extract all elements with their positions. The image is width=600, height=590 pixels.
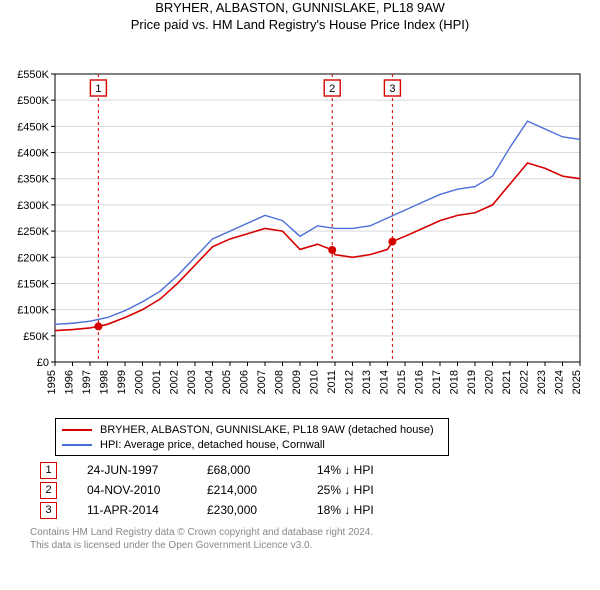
svg-text:2012: 2012 — [344, 370, 356, 394]
sales-table: 1 24-JUN-1997£68,00014% ↓ HPI 2 04-NOV-2010… — [40, 460, 600, 520]
svg-text:£100K: £100K — [17, 305, 49, 317]
svg-text:£0: £0 — [37, 357, 49, 369]
sale-pct: 14% ↓ HPI — [317, 463, 427, 477]
svg-text:2007: 2007 — [256, 370, 268, 394]
svg-text:2023: 2023 — [536, 370, 548, 394]
legend-swatch — [62, 429, 92, 431]
footer-line-2: This data is licensed under the Open Gov… — [30, 539, 600, 552]
price-chart: £0 £50K £100K £150K £200K £250K £300K £350K £400… — [0, 32, 600, 412]
sale-row: 2 04-NOV-2010£214,00025% ↓ HPI — [40, 480, 600, 500]
svg-text:1995: 1995 — [46, 370, 58, 394]
chart-subtitle: Price paid vs. HM Land Registry's House … — [0, 17, 600, 32]
sale-pct: 25% ↓ HPI — [317, 483, 427, 497]
sale-price: £230,000 — [207, 503, 317, 517]
svg-text:2003: 2003 — [186, 370, 198, 394]
marker-number: 3 — [389, 83, 395, 95]
svg-text:2001: 2001 — [151, 370, 163, 394]
svg-text:1997: 1997 — [81, 370, 93, 394]
svg-text:2015: 2015 — [396, 370, 408, 394]
legend-label: BRYHER, ALBASTON, GUNNISLAKE, PL18 9AW (… — [100, 424, 434, 436]
svg-text:2004: 2004 — [204, 370, 216, 394]
svg-text:2016: 2016 — [414, 370, 426, 394]
svg-text:1996: 1996 — [64, 370, 76, 394]
svg-text:2017: 2017 — [431, 370, 443, 394]
svg-text:£500K: £500K — [17, 95, 49, 107]
svg-text:£300K: £300K — [17, 200, 49, 212]
svg-text:£400K: £400K — [17, 148, 49, 160]
sale-date: 04-NOV-2010 — [87, 483, 207, 497]
svg-text:£150K: £150K — [17, 278, 49, 290]
svg-text:2005: 2005 — [221, 370, 233, 394]
svg-text:1999: 1999 — [116, 370, 128, 394]
svg-text:2008: 2008 — [274, 370, 286, 394]
svg-text:2025: 2025 — [571, 370, 583, 394]
chart-title: BRYHER, ALBASTON, GUNNISLAKE, PL18 9AW — [0, 0, 600, 15]
svg-text:£50K: £50K — [23, 331, 49, 343]
legend-swatch — [62, 444, 92, 446]
sale-number-box: 2 — [40, 482, 57, 499]
svg-text:2009: 2009 — [291, 370, 303, 394]
svg-text:2002: 2002 — [169, 370, 181, 394]
sale-row: 3 11-APR-2014£230,00018% ↓ HPI — [40, 500, 600, 520]
sale-price: £214,000 — [207, 483, 317, 497]
svg-text:£550K: £550K — [17, 69, 49, 81]
svg-text:2020: 2020 — [484, 370, 496, 394]
footer-note: Contains HM Land Registry data © Crown c… — [30, 526, 600, 552]
svg-text:2000: 2000 — [134, 370, 146, 394]
sale-date: 24-JUN-1997 — [87, 463, 207, 477]
sale-number-box: 1 — [40, 462, 57, 479]
svg-text:1998: 1998 — [99, 370, 111, 394]
svg-text:2024: 2024 — [554, 370, 566, 394]
svg-text:2014: 2014 — [379, 370, 391, 394]
svg-text:2006: 2006 — [239, 370, 251, 394]
legend-label: HPI: Average price, detached house, Corn… — [100, 439, 325, 451]
svg-text:2021: 2021 — [501, 370, 513, 394]
svg-text:2022: 2022 — [519, 370, 531, 394]
svg-text:2019: 2019 — [466, 370, 478, 394]
marker-number: 2 — [329, 83, 335, 95]
svg-text:£200K: £200K — [17, 252, 49, 264]
legend-item: HPI: Average price, detached house, Corn… — [62, 437, 442, 452]
svg-text:2010: 2010 — [309, 370, 321, 394]
sale-pct: 18% ↓ HPI — [317, 503, 427, 517]
svg-text:2018: 2018 — [449, 370, 461, 394]
svg-text:£350K: £350K — [17, 174, 49, 186]
svg-text:2013: 2013 — [361, 370, 373, 394]
sale-price: £68,000 — [207, 463, 317, 477]
legend: BRYHER, ALBASTON, GUNNISLAKE, PL18 9AW (… — [55, 418, 449, 456]
footer-line-1: Contains HM Land Registry data © Crown c… — [30, 526, 600, 539]
svg-text:2011: 2011 — [326, 370, 338, 394]
sale-number-box: 3 — [40, 502, 57, 519]
sale-date: 11-APR-2014 — [87, 503, 207, 517]
marker-number: 1 — [95, 83, 101, 95]
legend-item: BRYHER, ALBASTON, GUNNISLAKE, PL18 9AW (… — [62, 422, 442, 437]
svg-text:£450K: £450K — [17, 121, 49, 133]
sale-row: 1 24-JUN-1997£68,00014% ↓ HPI — [40, 460, 600, 480]
svg-text:£250K: £250K — [17, 226, 49, 238]
